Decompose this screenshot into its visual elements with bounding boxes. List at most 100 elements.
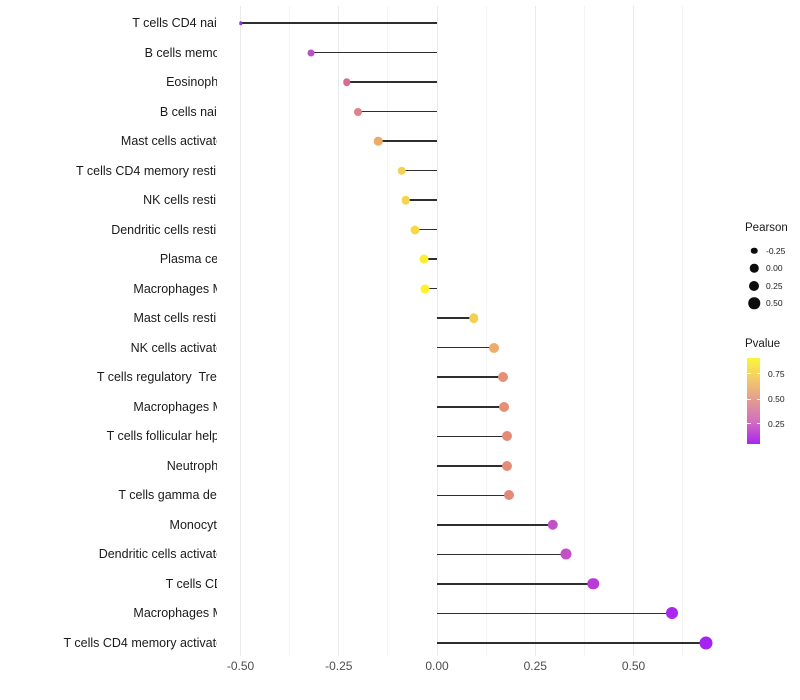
y-axis-label: Macrophages M0 xyxy=(133,399,230,414)
gridline-minor xyxy=(583,6,585,656)
y-axis-label: Monocytes xyxy=(169,517,230,532)
y-axis-label: T cells CD4 memory resting xyxy=(76,163,230,178)
lollipop-stem xyxy=(437,612,673,615)
lollipop-dot xyxy=(401,195,410,205)
lollipop-dot xyxy=(560,548,572,560)
lollipop-dot xyxy=(342,78,351,86)
lollipop-stem xyxy=(437,524,553,526)
lollipop-stem xyxy=(405,199,438,201)
gridline-major xyxy=(338,6,340,656)
lollipop-dot xyxy=(373,136,383,146)
size-legend-label: 0.50 xyxy=(766,298,783,309)
lollipop-stem xyxy=(437,494,509,497)
y-axis-label: NK cells resting xyxy=(143,192,230,207)
size-legend-entry: 0.50 xyxy=(743,295,800,313)
y-axis-label: Macrophages M2 xyxy=(133,281,230,296)
lollipop-stem xyxy=(240,22,438,24)
size-legend-label: 0.25 xyxy=(766,280,783,291)
y-axis-label: B cells memory xyxy=(144,45,230,60)
lollipop-stem xyxy=(437,642,707,644)
lollipop-stem xyxy=(425,287,438,290)
size-legend-title: Pearson xyxy=(745,222,788,234)
x-axis-tick-label: 0.25 xyxy=(523,659,547,673)
y-axis-label: NK cells activated xyxy=(130,340,230,355)
gridline-major xyxy=(436,6,438,656)
lollipop-dot xyxy=(397,166,406,175)
lollipop-stem xyxy=(437,465,507,467)
gridline-minor xyxy=(289,6,291,656)
lollipop-dot xyxy=(501,460,512,471)
colorbar-wrap: 0.75 0.50 0.25 xyxy=(747,358,800,444)
y-axis-label: Plasma cells xyxy=(159,251,230,266)
lollipop-stem xyxy=(378,140,438,142)
lollipop-dot xyxy=(699,636,713,650)
y-axis-label: Eosinophils xyxy=(166,74,230,89)
lollipop-stem xyxy=(346,81,438,83)
lollipop-dot xyxy=(410,225,420,235)
lollipop-dot xyxy=(503,490,514,501)
lollipop-dot xyxy=(354,107,363,116)
lollipop-stem xyxy=(437,553,566,556)
color-legend: Pvalue 0.75 0.50 0.25 xyxy=(743,338,800,444)
size-legend-dot-icon xyxy=(749,264,759,273)
colorbar-tick xyxy=(747,373,751,375)
y-axis-label: Dendritic cells resting xyxy=(111,222,230,237)
lollipop-dot xyxy=(587,578,599,590)
size-legend-label: -0.25 xyxy=(766,245,786,256)
lollipop-stem xyxy=(414,228,438,231)
legend: Pearson -0.25 0.00 0.25 0.50 Pvalue 0.75 0.5… xyxy=(743,222,800,444)
gridline-major xyxy=(240,6,242,656)
lollipop-stem xyxy=(311,51,438,54)
lollipop-stem xyxy=(424,258,438,260)
lollipop-stem xyxy=(437,317,474,319)
lollipop-stem xyxy=(437,376,504,378)
lollipop-dot xyxy=(666,607,679,620)
y-axis-label: Mast cells activated xyxy=(120,133,230,148)
colorbar-label: 0.75 xyxy=(768,368,785,379)
colorbar-tick xyxy=(756,423,760,425)
lollipop-dot xyxy=(488,342,499,353)
y-axis-label: T cells regulatory Tregs xyxy=(96,369,230,384)
plot-panel xyxy=(217,6,718,656)
colorbar-label: 0.50 xyxy=(768,394,785,405)
gridline-major xyxy=(534,6,536,656)
colorbar-tick xyxy=(747,423,751,425)
lollipop-dot xyxy=(420,284,430,294)
y-axis-label: T cells follicular helper xyxy=(106,429,230,444)
y-axis-label: T cells CD4 memory activated xyxy=(63,635,231,650)
lollipop-stem xyxy=(437,406,505,408)
size-legend: -0.25 0.00 0.25 0.50 xyxy=(743,242,800,312)
lollipop-stem xyxy=(401,169,438,172)
x-axis-tick-label: 0.50 xyxy=(621,659,646,673)
gridline-minor xyxy=(485,6,487,656)
lollipop-dot xyxy=(498,372,509,383)
lollipop-dot xyxy=(547,519,558,531)
y-axis-label: Dendritic cells activated xyxy=(98,547,230,562)
lollipop-dot xyxy=(501,431,512,442)
colorbar-tick xyxy=(756,398,760,400)
gridline-minor xyxy=(387,6,389,656)
size-legend-dot-icon xyxy=(750,247,758,254)
lollipop-stem xyxy=(437,435,507,438)
x-axis-tick-label: -0.25 xyxy=(325,659,353,673)
size-legend-label: 0.00 xyxy=(766,263,783,274)
colorbar-label: 0.25 xyxy=(768,418,785,429)
colorbar-tick xyxy=(756,373,760,375)
y-axis-label: T cells CD4 naive xyxy=(132,15,230,30)
lollipop-dot xyxy=(499,401,510,412)
gridline-minor xyxy=(682,6,684,656)
lollipop-stem xyxy=(358,110,438,113)
size-legend-entry: 0.25 xyxy=(743,277,800,295)
lollipop-dot xyxy=(307,49,315,57)
colorbar-tick xyxy=(747,398,751,400)
size-legend-entry: 0.00 xyxy=(743,260,800,278)
lollipop-stem xyxy=(437,583,594,585)
y-axis-label: B cells naive xyxy=(159,104,230,119)
pvalue-colorbar xyxy=(747,358,760,444)
gridline-major xyxy=(633,6,635,656)
y-axis-label: Mast cells resting xyxy=(133,310,230,325)
y-axis-label: Macrophages M1 xyxy=(133,606,230,621)
color-legend-title: Pvalue xyxy=(745,338,781,350)
y-axis-label: Neutrophils xyxy=(166,458,230,473)
